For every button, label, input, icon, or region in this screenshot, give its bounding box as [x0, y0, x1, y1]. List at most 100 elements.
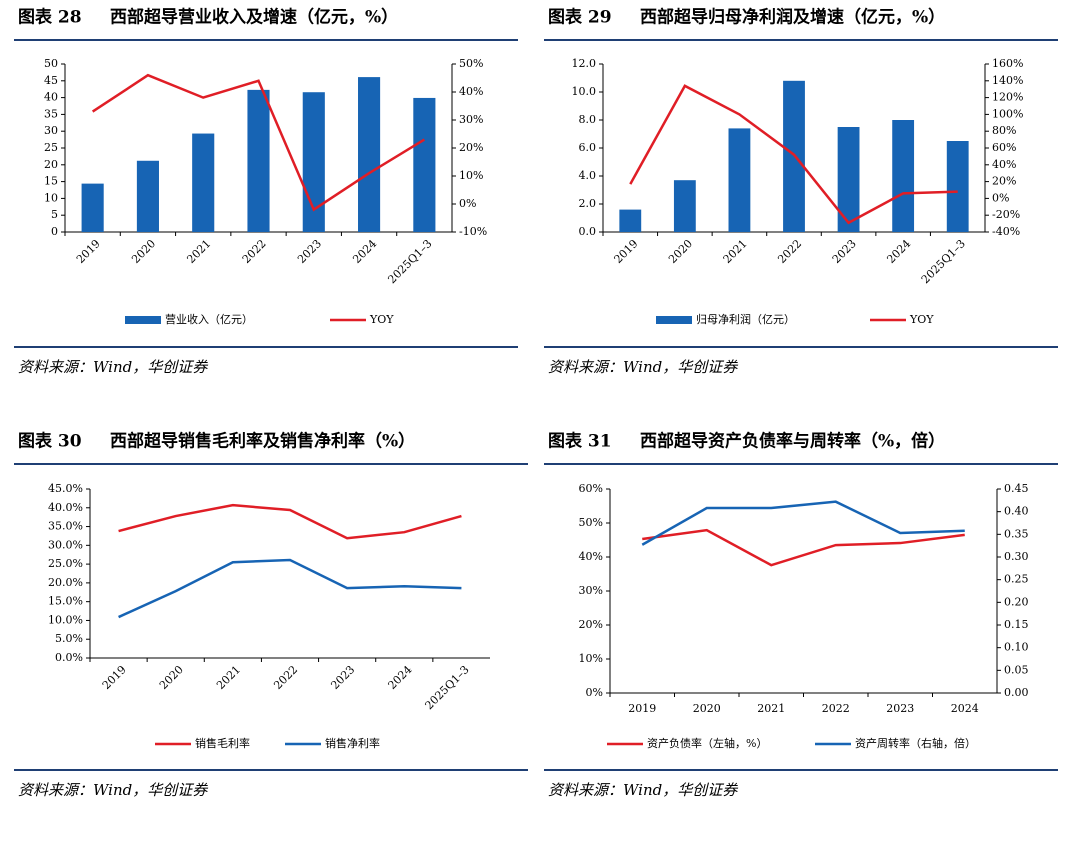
- line: [642, 528, 965, 567]
- bar: [837, 127, 860, 232]
- figure-label: 图表 29: [548, 7, 612, 28]
- x-tick-label: 2020: [157, 663, 186, 692]
- figure-label: 图表 28: [18, 7, 82, 28]
- source: 资料来源：Wind，华创证券: [18, 358, 208, 376]
- legend-swatch: [656, 316, 692, 324]
- figure-label: 图表 30: [18, 431, 82, 452]
- legend-label: 营业收入（亿元）: [165, 312, 253, 326]
- y2-tick-label: 30%: [459, 113, 483, 126]
- x-tick-label: 2024: [951, 702, 979, 715]
- x-tick-label: 2021: [757, 702, 785, 715]
- x-tick-label: 2022: [240, 237, 269, 266]
- figure-label: 图表 31: [548, 431, 612, 452]
- y2-tick-label: 100%: [992, 107, 1023, 120]
- y2-tick-label: 60%: [992, 141, 1016, 154]
- y-tick-label: 35.0%: [48, 520, 83, 533]
- y2-tick-label: 0.05: [1004, 663, 1029, 676]
- y-tick-label: 12.0: [572, 57, 597, 70]
- y-tick-label: 0: [51, 225, 58, 238]
- legend-label: 资产负债率（左轴，%）: [647, 736, 767, 750]
- x-tick-label: 2019: [628, 702, 656, 715]
- y-tick-label: 30: [44, 124, 58, 137]
- line: [629, 84, 958, 225]
- chart-title: 西部超导资产负债率与周转率（%，倍）: [640, 431, 945, 452]
- y-tick-label: 45: [44, 74, 58, 87]
- y-tick-label: 20: [44, 158, 58, 171]
- chart-title: 西部超导营业收入及增速（亿元，%）: [110, 7, 398, 28]
- bar: [619, 209, 642, 232]
- y-tick-label: 30%: [579, 584, 603, 597]
- legend-label: YOY: [369, 313, 394, 326]
- y-tick-label: 8.0: [579, 113, 597, 126]
- bar: [673, 180, 696, 232]
- bar: [946, 141, 969, 232]
- y-tick-label: 5: [51, 208, 58, 221]
- y2-tick-label: 0.00: [1004, 686, 1029, 699]
- y-tick-label: 25: [44, 141, 58, 154]
- x-tick-label: 2023: [886, 702, 914, 715]
- y2-tick-label: 50%: [459, 57, 483, 70]
- bar: [892, 120, 915, 232]
- x-tick-label: 2024: [350, 237, 379, 266]
- x-tick-label: 2025Q1–3: [385, 237, 434, 286]
- y-tick-label: 60%: [579, 482, 603, 495]
- y2-tick-label: 0.45: [1004, 482, 1029, 495]
- y2-tick-label: 0%: [992, 191, 1009, 204]
- y2-tick-label: 20%: [992, 175, 1016, 188]
- x-tick-label: 2019: [612, 237, 641, 266]
- y2-tick-label: 0.20: [1004, 595, 1029, 608]
- y2-tick-label: 0.25: [1004, 573, 1029, 586]
- y-tick-label: 15.0%: [48, 595, 83, 608]
- y-tick-label: 35: [44, 107, 58, 120]
- y2-tick-label: 0.35: [1004, 527, 1029, 540]
- y-tick-label: 40.0%: [48, 501, 83, 514]
- bar: [81, 183, 104, 232]
- y-tick-label: 40%: [579, 550, 603, 563]
- y2-tick-label: -40%: [992, 225, 1020, 238]
- x-tick-label: 2021: [214, 663, 243, 692]
- y2-tick-label: 140%: [992, 74, 1023, 87]
- x-tick-label: 2024: [884, 237, 913, 266]
- x-tick-label: 2025Q1–3: [919, 237, 968, 286]
- x-tick-label: 2022: [822, 702, 850, 715]
- y-tick-label: 10%: [579, 652, 603, 665]
- y-tick-label: 10.0%: [48, 613, 83, 626]
- x-tick-label: 2022: [775, 237, 804, 266]
- y2-tick-label: -10%: [459, 225, 487, 238]
- x-tick-label: 2025Q1–3: [423, 663, 472, 712]
- y2-tick-label: 0.10: [1004, 641, 1029, 654]
- bar: [413, 97, 436, 232]
- x-tick-label: 2022: [271, 663, 300, 692]
- y-tick-label: 10.0: [572, 85, 597, 98]
- y2-tick-label: 0.40: [1004, 505, 1029, 518]
- y2-tick-label: 120%: [992, 91, 1023, 104]
- x-tick-label: 2021: [721, 237, 750, 266]
- line: [641, 500, 965, 546]
- bar: [358, 77, 381, 232]
- y-tick-label: 50%: [579, 516, 603, 529]
- y2-tick-label: 80%: [992, 124, 1016, 137]
- y-tick-label: 25.0%: [48, 557, 83, 570]
- y2-tick-label: -20%: [992, 208, 1020, 221]
- y-tick-label: 20%: [579, 618, 603, 631]
- y-tick-label: 5.0%: [55, 632, 83, 645]
- bar: [136, 160, 159, 232]
- x-tick-label: 2023: [295, 237, 324, 266]
- x-tick-label: 2019: [100, 663, 129, 692]
- y-tick-label: 45.0%: [48, 482, 83, 495]
- source: 资料来源：Wind，华创证券: [18, 781, 208, 799]
- y2-tick-label: 160%: [992, 57, 1023, 70]
- x-tick-label: 2023: [328, 663, 357, 692]
- y2-tick-label: 10%: [459, 169, 483, 182]
- x-tick-label: 2023: [830, 237, 859, 266]
- y2-tick-label: 40%: [992, 158, 1016, 171]
- x-tick-label: 2024: [386, 663, 415, 692]
- x-tick-label: 2020: [129, 237, 158, 266]
- y2-tick-label: 20%: [459, 141, 483, 154]
- y-tick-label: 2.0: [579, 197, 597, 210]
- line: [91, 73, 426, 212]
- chart-title: 西部超导销售毛利率及销售净利率（%）: [110, 431, 415, 452]
- y-tick-label: 40: [44, 91, 58, 104]
- source: 资料来源：Wind，华创证券: [548, 358, 738, 376]
